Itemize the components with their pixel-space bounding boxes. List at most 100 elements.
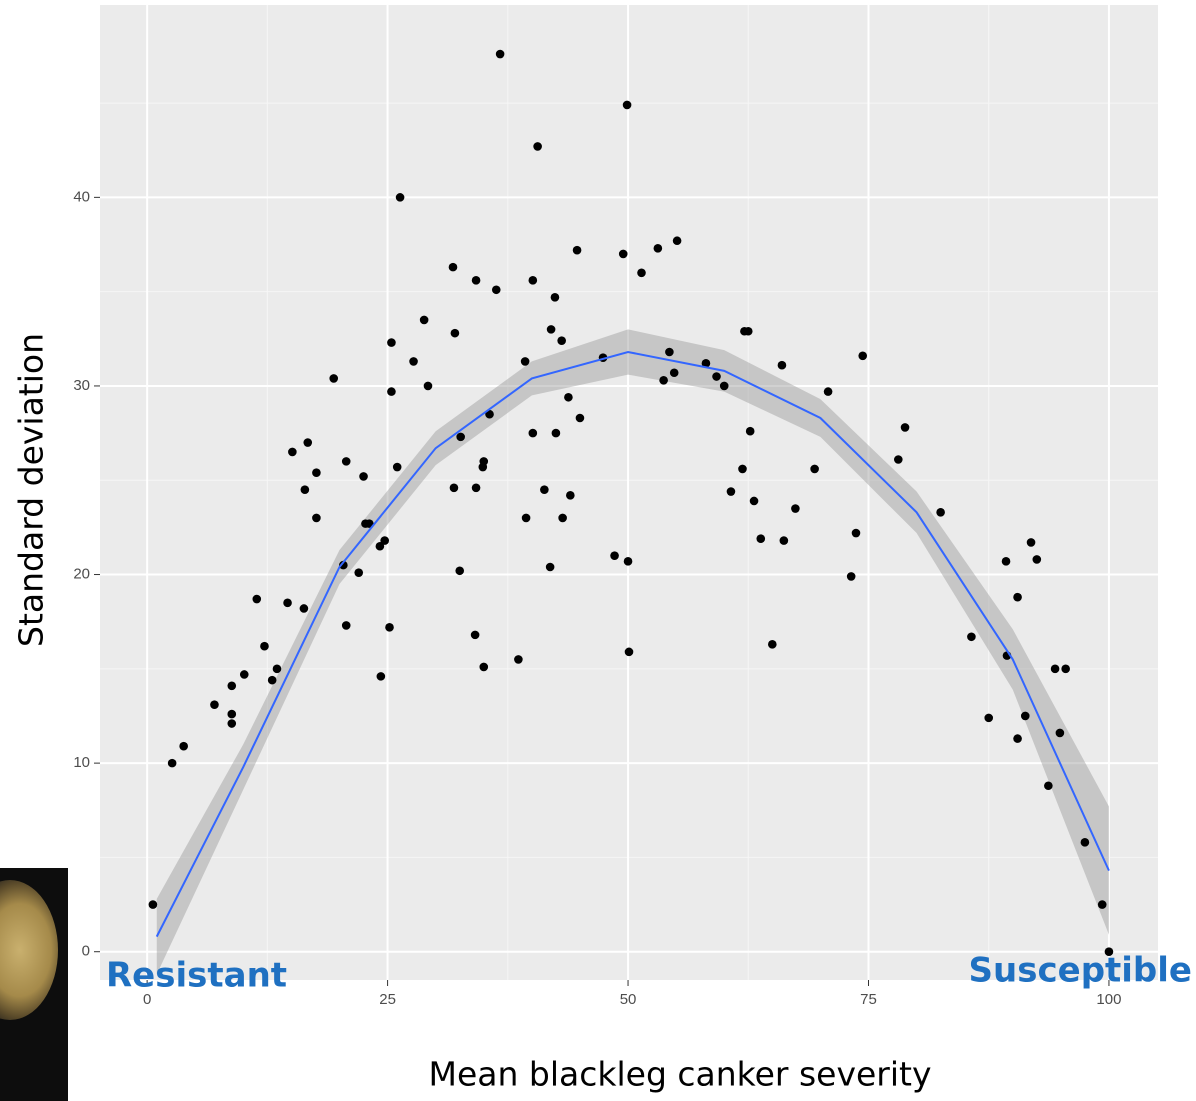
point: [637, 268, 646, 278]
point: [387, 338, 396, 347]
point: [479, 662, 489, 672]
point: [551, 428, 561, 438]
point: [520, 357, 530, 366]
point: [575, 413, 585, 423]
point: [1055, 728, 1065, 738]
point: [701, 359, 711, 368]
point: [471, 276, 481, 285]
y-tick-label: 0: [82, 943, 90, 960]
point: [777, 360, 787, 370]
point: [726, 487, 736, 496]
point: [514, 655, 523, 664]
x-tick-label: 0: [143, 991, 151, 1008]
point: [252, 594, 262, 604]
point: [471, 483, 481, 493]
point: [557, 336, 566, 345]
point: [1104, 947, 1114, 957]
point: [167, 758, 177, 768]
point: [712, 372, 721, 381]
point: [1026, 538, 1036, 547]
point: [179, 741, 188, 751]
point: [745, 426, 755, 436]
point: [1020, 711, 1030, 721]
point: [653, 243, 663, 253]
point: [1050, 664, 1060, 674]
point: [558, 513, 567, 523]
point: [719, 381, 729, 391]
point: [283, 598, 292, 608]
x-tick-label: 100: [1096, 991, 1121, 1008]
point: [485, 409, 494, 419]
point: [210, 700, 219, 709]
point: [479, 457, 489, 466]
point: [359, 472, 368, 481]
marks: [148, 49, 1114, 975]
point: [354, 568, 364, 577]
annotation-right: Susceptible: [969, 951, 1192, 991]
y-tick-label: 10: [73, 754, 90, 771]
labels: 0 25 50 75 100 0 10 20 30 40: [73, 188, 1121, 1008]
point: [470, 630, 480, 640]
point: [303, 438, 313, 447]
annotation-left: Resistant: [106, 956, 287, 996]
point: [1044, 781, 1053, 791]
point: [227, 709, 237, 719]
point: [288, 447, 297, 457]
point: [749, 496, 759, 506]
point: [768, 640, 777, 649]
point: [448, 262, 458, 272]
point: [618, 249, 628, 259]
fit-line: [155, 350, 1110, 938]
point: [936, 508, 945, 517]
confidence-band: [156, 329, 1109, 975]
point: [272, 664, 282, 674]
point: [846, 572, 856, 581]
point: [1097, 900, 1107, 909]
point: [239, 670, 249, 679]
point: [341, 457, 351, 466]
point: [267, 675, 277, 685]
point: [623, 557, 633, 566]
point: [756, 534, 766, 544]
point: [375, 541, 385, 551]
point: [423, 381, 433, 391]
point: [572, 245, 582, 255]
point: [738, 464, 747, 474]
point: [299, 604, 309, 613]
point: [300, 485, 310, 494]
point: [395, 193, 405, 202]
point: [672, 236, 682, 246]
point: [1032, 555, 1042, 564]
grid: [100, 5, 1158, 980]
point: [900, 423, 910, 432]
y-axis-title: Standard deviation: [12, 333, 51, 647]
point: [669, 368, 679, 378]
point: [521, 513, 531, 523]
point: [312, 513, 321, 523]
y-tick-label: 40: [73, 188, 90, 205]
point: [339, 560, 348, 570]
point: [622, 100, 632, 110]
point: [540, 485, 549, 494]
point: [546, 325, 556, 334]
x-axis-title: Mean blackleg canker severity: [428, 1055, 931, 1094]
point: [365, 519, 374, 528]
point: [495, 49, 505, 59]
point: [491, 285, 501, 295]
point: [387, 387, 396, 396]
photo-stem: [0, 880, 58, 1020]
point: [329, 374, 339, 383]
point: [1001, 557, 1011, 566]
point: [791, 504, 800, 513]
point: [1061, 664, 1070, 674]
point: [1080, 838, 1090, 847]
point: [610, 551, 619, 560]
point: [312, 468, 321, 477]
point: [851, 528, 861, 538]
point: [624, 647, 634, 657]
point: [1013, 734, 1022, 743]
point: [823, 387, 833, 396]
point: [743, 326, 753, 336]
point: [385, 623, 394, 632]
